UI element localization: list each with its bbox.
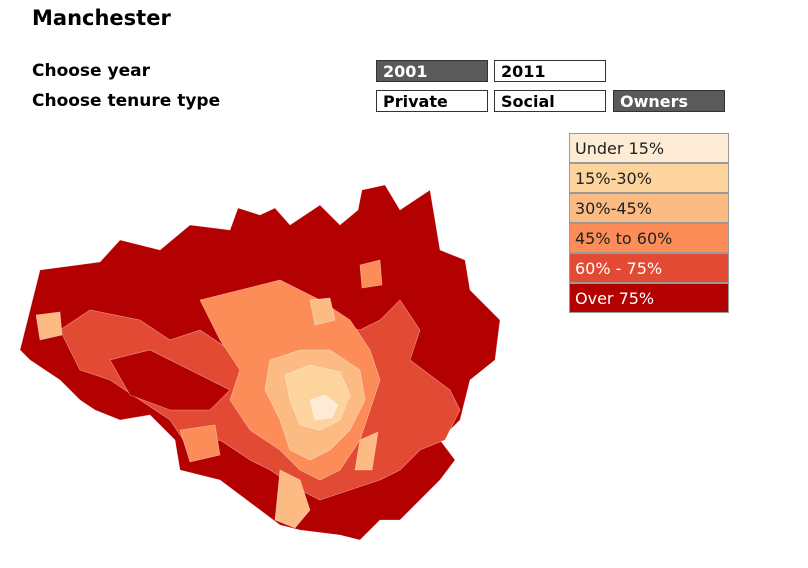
region [359,259,383,289]
legend-item: 45% to 60% [569,223,729,253]
title: Manchester [32,6,171,30]
legend-item: Over 75% [569,283,729,313]
option-button[interactable]: Private [376,90,488,112]
option-button[interactable]: Social [494,90,606,112]
region [35,311,63,341]
region [309,297,336,326]
option-button[interactable]: 2001 [376,60,488,82]
region [309,394,339,421]
region [354,431,379,471]
legend-item: Under 15% [569,133,729,163]
option-button[interactable]: Owners [613,90,725,112]
region [274,469,311,529]
legend-item: 60% - 75% [569,253,729,283]
control-label: Choose year [32,61,150,81]
legend-item: 15%-30% [569,163,729,193]
region [179,424,221,463]
legend-item: 30%-45% [569,193,729,223]
region [109,349,231,411]
option-button[interactable]: 2011 [494,60,606,82]
control-label: Choose tenure type [32,91,221,111]
